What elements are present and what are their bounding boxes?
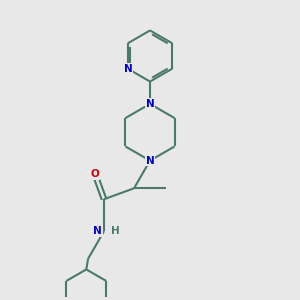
Text: N: N [146,156,154,166]
Text: H: H [111,226,120,236]
Text: O: O [91,169,99,179]
Text: N: N [146,99,154,109]
Text: N: N [93,226,102,236]
Text: N: N [124,64,132,74]
